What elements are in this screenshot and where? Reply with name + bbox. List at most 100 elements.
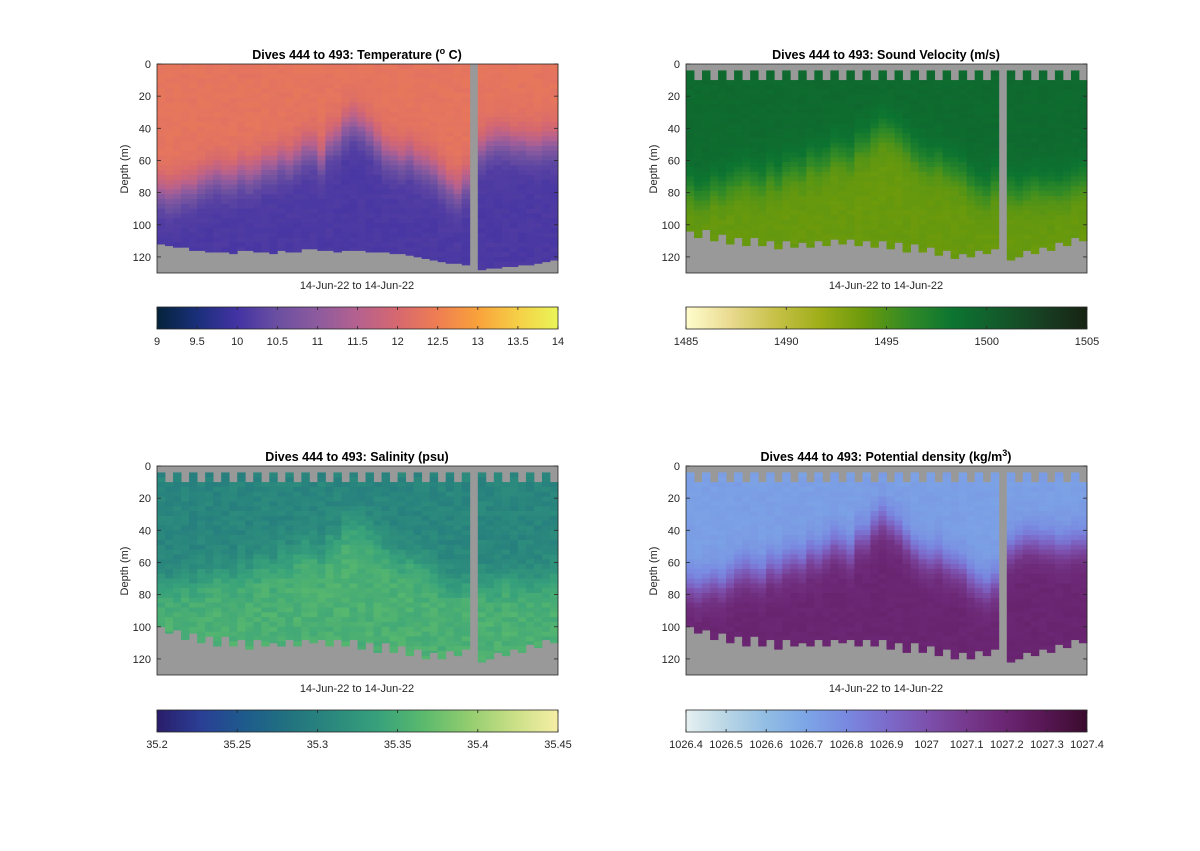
data-cell — [894, 94, 903, 100]
data-cell — [1054, 224, 1064, 230]
data-cell — [293, 554, 302, 560]
data-cell — [509, 131, 519, 137]
data-cell — [325, 107, 334, 113]
data-cell — [926, 191, 936, 197]
data-cell — [485, 237, 495, 243]
data-cell — [277, 501, 286, 507]
data-cell — [157, 227, 166, 234]
data-cell — [549, 194, 559, 200]
dive-column — [285, 472, 294, 641]
data-cell — [862, 152, 871, 158]
data-cell — [822, 109, 831, 115]
data-cell — [405, 150, 415, 157]
data-cell — [301, 247, 310, 250]
data-cell — [437, 170, 447, 176]
data-cell — [341, 121, 350, 128]
data-cell — [886, 162, 895, 168]
data-cell — [253, 131, 262, 137]
data-cell — [509, 213, 519, 219]
data-cell — [974, 224, 984, 230]
data-cell — [373, 559, 382, 565]
data-cell — [333, 636, 342, 641]
data-cell — [301, 83, 310, 89]
data-cell — [894, 215, 903, 221]
data-cell — [253, 121, 262, 128]
data-cell — [822, 219, 831, 226]
data-cell — [1054, 162, 1064, 168]
data-cell — [445, 136, 455, 142]
data-cell — [229, 174, 238, 181]
data-cell — [966, 99, 976, 105]
data-cell — [317, 218, 326, 224]
data-cell — [517, 165, 527, 171]
data-cell — [477, 121, 487, 128]
data-cell — [357, 68, 366, 75]
data-cell — [341, 68, 350, 75]
data-cell — [702, 200, 711, 206]
data-cell — [966, 118, 976, 124]
data-cell — [397, 223, 407, 229]
data-cell — [213, 544, 222, 550]
data-cell — [173, 626, 182, 631]
data-cell — [790, 99, 799, 105]
data-cell — [285, 539, 294, 546]
data-cell — [229, 641, 238, 647]
data-cell — [245, 117, 254, 123]
data-cell — [894, 210, 903, 216]
data-cell — [1062, 181, 1072, 187]
data-cell — [421, 155, 431, 161]
data-cell — [357, 155, 366, 161]
dive-column — [157, 64, 166, 245]
data-cell — [950, 113, 960, 120]
data-cell — [325, 121, 334, 128]
data-cell — [525, 107, 535, 113]
dive-column — [798, 70, 807, 243]
data-cell — [229, 486, 238, 493]
data-cell — [485, 242, 495, 248]
data-cell — [405, 126, 415, 132]
data-cell — [261, 535, 270, 541]
data-cell — [766, 70, 775, 76]
data-cell — [309, 617, 318, 623]
data-cell — [189, 242, 198, 248]
data-cell — [365, 160, 374, 166]
data-cell — [381, 203, 390, 210]
data-cell — [509, 97, 519, 103]
data-cell — [301, 194, 310, 200]
data-cell — [317, 150, 326, 157]
data-cell — [333, 578, 342, 584]
data-cell — [742, 152, 751, 158]
data-cell — [758, 215, 767, 221]
data-cell — [189, 564, 198, 570]
data-cell — [437, 121, 447, 128]
data-cell — [445, 155, 455, 161]
data-cell — [734, 147, 743, 153]
data-cell — [189, 83, 198, 89]
data-cell — [325, 525, 334, 531]
data-cell — [397, 92, 407, 99]
data-cell — [365, 477, 374, 483]
data-cell — [389, 155, 398, 161]
data-cell — [277, 64, 286, 70]
data-cell — [197, 544, 206, 550]
data-cell — [437, 174, 447, 181]
data-cell — [838, 191, 847, 197]
data-cell — [341, 174, 350, 181]
data-cell — [790, 133, 799, 139]
data-cell — [1014, 234, 1024, 240]
data-cell — [806, 191, 815, 197]
data-cell — [878, 113, 887, 120]
data-cell — [341, 203, 350, 210]
data-cell — [365, 602, 374, 608]
dive-column — [293, 482, 302, 647]
data-cell — [862, 219, 871, 226]
data-cell — [229, 568, 238, 575]
data-cell — [485, 223, 495, 229]
data-cell — [734, 162, 743, 168]
data-cell — [950, 104, 960, 110]
data-cell — [1038, 239, 1048, 245]
dive-column — [742, 80, 751, 247]
data-cell — [221, 535, 230, 541]
data-cell — [493, 121, 503, 128]
data-cell — [205, 121, 214, 128]
